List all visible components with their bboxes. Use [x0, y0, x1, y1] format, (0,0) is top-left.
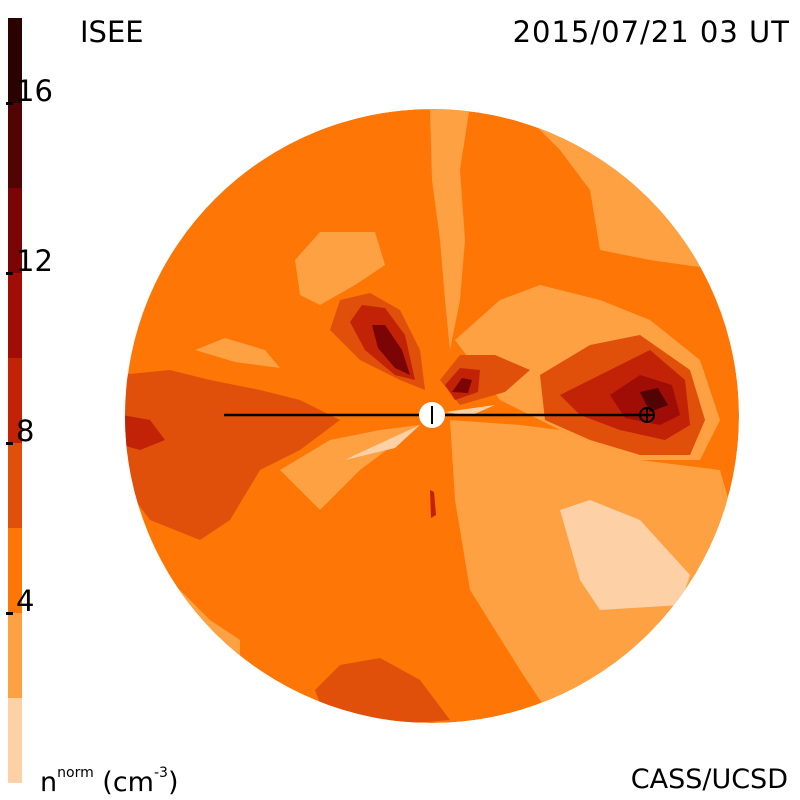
contour-peak-center — [452, 378, 472, 393]
colorbar — [8, 18, 22, 783]
contour-wedge-e — [445, 405, 495, 416]
colorbar-unit-label: nnorm (cm-3) — [40, 765, 179, 798]
colorbar-level-3 — [8, 443, 22, 528]
timestamp: 2015/07/21 03 UT — [512, 15, 790, 49]
colorbar-level-0 — [8, 698, 22, 783]
contour-spike-south — [430, 490, 436, 518]
colorbar-tick-label: 8 — [16, 414, 35, 448]
colorbar-tick-mark — [6, 272, 13, 275]
colorbar-tick-mark — [6, 612, 13, 615]
credit-label: CASS/UCSD — [630, 764, 788, 795]
colorbar-level-1 — [8, 613, 22, 698]
colorbar-level-5 — [8, 273, 22, 358]
colorbar-tick-mark — [6, 102, 13, 105]
contour-mid-west — [125, 370, 340, 540]
colorbar-level-4 — [8, 358, 22, 443]
contour-peak-east-core — [640, 388, 668, 412]
contour-pale-se — [560, 500, 690, 610]
contour-light-nw — [295, 232, 385, 305]
sun-marker — [419, 402, 445, 428]
colorbar-level-8 — [8, 18, 22, 103]
contour-peak-nw — [372, 325, 410, 375]
colorbar-tick-label: 16 — [16, 74, 53, 108]
colorbar-level-7 — [8, 103, 22, 188]
colorbar-tick-mark — [6, 442, 13, 445]
colorbar-level-2 — [8, 528, 22, 613]
colorbar-level-6 — [8, 188, 22, 273]
contour-wedge-sw — [345, 425, 420, 460]
map-title: ISEE — [80, 15, 144, 49]
earth-marker — [639, 407, 655, 423]
colorbar-tick-label: 12 — [16, 244, 53, 278]
contour-light-w — [195, 338, 280, 368]
colorbar-tick-label: 4 — [16, 584, 35, 618]
contour-light-top — [360, 109, 540, 350]
contour-high-west — [125, 415, 165, 450]
